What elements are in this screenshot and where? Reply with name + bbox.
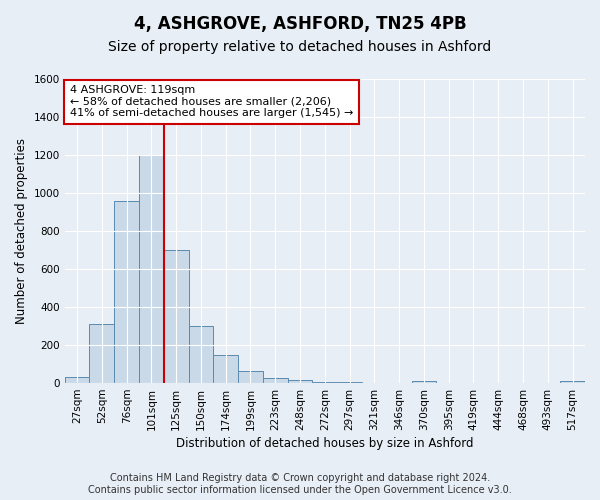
Bar <box>139 155 164 383</box>
Bar <box>89 324 114 383</box>
Bar <box>114 200 139 383</box>
Bar <box>412 381 436 383</box>
Bar <box>337 382 362 383</box>
Bar <box>560 381 585 383</box>
Bar <box>287 380 313 383</box>
Bar <box>214 354 238 383</box>
Text: 4, ASHGROVE, ASHFORD, TN25 4PB: 4, ASHGROVE, ASHFORD, TN25 4PB <box>134 15 466 33</box>
Text: Contains HM Land Registry data © Crown copyright and database right 2024.
Contai: Contains HM Land Registry data © Crown c… <box>88 474 512 495</box>
Bar <box>313 382 337 383</box>
X-axis label: Distribution of detached houses by size in Ashford: Distribution of detached houses by size … <box>176 437 473 450</box>
Bar <box>164 250 188 383</box>
Bar <box>238 370 263 383</box>
Bar <box>188 326 214 383</box>
Y-axis label: Number of detached properties: Number of detached properties <box>15 138 28 324</box>
Bar <box>263 378 287 383</box>
Text: Size of property relative to detached houses in Ashford: Size of property relative to detached ho… <box>109 40 491 54</box>
Text: 4 ASHGROVE: 119sqm
← 58% of detached houses are smaller (2,206)
41% of semi-deta: 4 ASHGROVE: 119sqm ← 58% of detached hou… <box>70 85 353 118</box>
Bar <box>65 378 89 383</box>
